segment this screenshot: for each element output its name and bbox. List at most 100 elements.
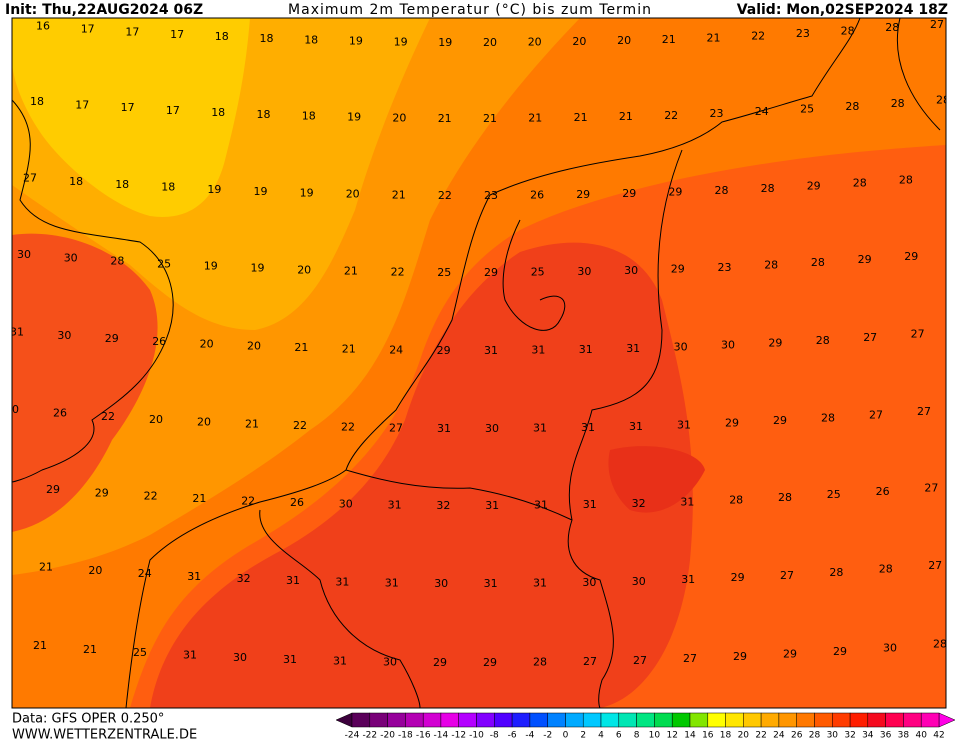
temperature-label: 31 [286, 574, 300, 587]
temperature-label: 28 [885, 21, 899, 34]
temperature-label: 31 [629, 420, 643, 433]
scale-tick-label: 26 [791, 731, 803, 741]
temperature-label: 31 [531, 344, 545, 357]
temperature-label: 17 [166, 104, 180, 117]
scale-tick-label: 32 [844, 731, 855, 741]
temperature-label: 20 [392, 111, 406, 124]
temperature-label: 29 [105, 332, 119, 345]
temperature-label: 28 [715, 184, 729, 197]
temperature-label: 21 [707, 31, 721, 44]
temperature-label: 20 [297, 263, 311, 276]
scale-box [547, 712, 566, 728]
temperature-label: 29 [95, 487, 109, 500]
scale-tick-label: -20 [380, 731, 395, 741]
coastline [896, 18, 941, 131]
temperature-label: 23 [718, 261, 732, 274]
temperature-label: 31 [333, 654, 347, 667]
temperature-label: 28 [891, 97, 905, 110]
scale-box [422, 712, 442, 728]
temperature-label: 18 [30, 95, 44, 108]
temperature-label: 29 [733, 650, 747, 663]
scale-tick-label: -8 [490, 731, 499, 741]
scale-box [529, 712, 548, 728]
scale-box [636, 712, 655, 728]
scale-box [582, 712, 602, 728]
temperature-label: 27 [633, 654, 647, 667]
temperature-label: 32 [632, 497, 646, 510]
temperature-label: 31 [626, 342, 640, 355]
scale-low-arrow [335, 712, 353, 728]
scale-box [387, 712, 406, 728]
temperature-label: 18 [115, 178, 129, 191]
scale-tick-label: 42 [933, 731, 944, 741]
scale-tick-label: 12 [666, 731, 677, 741]
temperature-label: 28 [933, 638, 947, 651]
temperature-label: 18 [257, 108, 271, 121]
temperature-label: 25 [133, 646, 147, 659]
temperature-label: 20 [483, 36, 497, 49]
temperature-label: 25 [437, 266, 451, 279]
scale-box [760, 712, 780, 728]
temperature-label: 31 [680, 495, 694, 508]
scale-tick-label: -2 [543, 731, 552, 741]
scale-tick-label: 14 [684, 731, 696, 741]
temperature-label: 29 [773, 414, 787, 427]
coastline [12, 99, 174, 483]
scale-box [476, 712, 495, 728]
scale-tick-label: -18 [398, 731, 413, 741]
temperature-label: 18 [215, 30, 229, 43]
temperature-label: 16 [36, 19, 50, 32]
temperature-label: 21 [83, 643, 97, 656]
temperature-label: 30 [624, 264, 638, 277]
temperature-label: 28 [829, 566, 843, 579]
scale-box [351, 712, 371, 728]
temperature-label: 28 [899, 173, 913, 186]
temperature-label: 21 [342, 343, 356, 356]
scale-tick-label: -22 [362, 731, 377, 741]
temperature-label: 21 [192, 492, 206, 505]
scale-box [743, 712, 762, 728]
temperature-label: 22 [751, 29, 765, 42]
temperature-label: 20 [617, 34, 631, 47]
coastline [502, 219, 566, 331]
temperature-label: 29 [433, 656, 447, 669]
temperature-label: 30 [674, 341, 688, 354]
temperature-label: 21 [662, 33, 676, 46]
temperature-label: 30 [577, 265, 591, 278]
temperature-label: 28 [845, 100, 859, 113]
temperature-label: 27 [780, 569, 794, 582]
scale-tick-label: 6 [616, 731, 622, 741]
temperature-label: 31 [534, 499, 548, 512]
temperature-label: 30 [57, 329, 71, 342]
scale-box [494, 712, 513, 728]
temperature-label: 17 [81, 23, 95, 36]
scale-box [867, 712, 886, 728]
temperature-label: 28 [936, 93, 950, 106]
temperature-label: 27 [930, 18, 944, 31]
temperature-label: 18 [69, 175, 83, 188]
scale-tick-label: 8 [634, 731, 640, 741]
temperature-label: 26 [530, 189, 544, 202]
temperature-label: 29 [833, 645, 847, 658]
temperature-label: 22 [241, 494, 255, 507]
scale-tick-label: 30 [827, 731, 839, 741]
temperature-label: 23 [710, 107, 724, 120]
temperature-label: 32 [436, 499, 450, 512]
temperature-label: 19 [300, 186, 314, 199]
scale-box [618, 712, 637, 728]
temperature-label: 31 [10, 325, 24, 338]
scale-tick-label: 18 [720, 731, 732, 741]
temperature-label: 19 [204, 260, 218, 273]
scale-tick-label: 40 [915, 731, 927, 741]
temperature-label: 25 [531, 266, 545, 279]
temperature-label: 31 [335, 575, 349, 588]
temperature-label: 27 [911, 327, 925, 340]
scale-box [654, 712, 673, 728]
temperature-label: 31 [183, 649, 197, 662]
temperature-label: 21 [392, 188, 406, 201]
scale-tick-label: 34 [862, 731, 874, 741]
temperature-label: 29 [668, 186, 682, 199]
temperature-label: 17 [75, 98, 89, 111]
temperature-label: 28 [729, 493, 743, 506]
